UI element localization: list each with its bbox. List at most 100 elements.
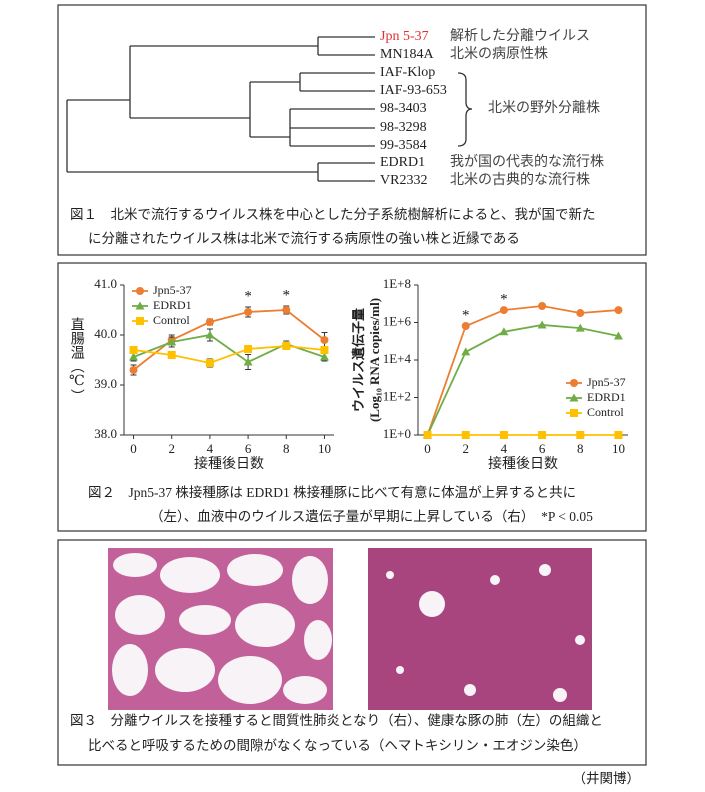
- marker: [538, 301, 547, 310]
- marker: [499, 327, 509, 336]
- series-line: [426, 324, 619, 436]
- y-axis-label: ウイルス遺伝子量: [351, 308, 366, 412]
- y-tick-label: 41.0: [94, 276, 117, 291]
- y-axis-label: (Log₁₀ RNA copies/ml): [367, 298, 382, 422]
- x-tick-label: 2: [168, 441, 175, 456]
- caption: （左）、血液中のウイルス遺伝子量が早期に上昇している（右） *P < 0.05: [150, 509, 593, 524]
- series-line: [426, 305, 619, 436]
- leaf-label: IAF-93-653: [380, 83, 447, 98]
- caption: 図１ 北米で流行するウイルス株を中心とした分子系統樹解析によると、我が国で新た: [70, 207, 596, 222]
- x-tick-label: 4: [501, 441, 508, 456]
- x-tick-label: 10: [612, 441, 625, 456]
- marker: [167, 337, 177, 346]
- annotation: *: [462, 307, 470, 323]
- marker: [129, 346, 138, 354]
- micrograph-healthy: [108, 548, 333, 710]
- y-tick-label: 1E+8: [383, 276, 411, 291]
- annotation: *: [500, 292, 508, 308]
- series-line: [133, 345, 325, 364]
- legend-label: EDRD1: [153, 298, 192, 312]
- caption: に分離されたウイルス株は北米で流行する病原性の強い株と近縁である: [88, 231, 520, 246]
- annotation: *: [244, 288, 252, 304]
- credit: （井関博）: [573, 770, 641, 786]
- marker: [461, 347, 471, 356]
- leaf-label: Jpn 5-37: [380, 29, 429, 44]
- x-tick-label: 6: [539, 441, 546, 456]
- x-tick-label: 0: [130, 441, 137, 456]
- y-axis-label: 直腸温（℃）: [69, 316, 85, 403]
- note: 北米の古典的な流行株: [450, 172, 590, 188]
- marker: [205, 359, 214, 367]
- marker: [570, 379, 578, 387]
- marker: [461, 431, 470, 439]
- marker: [575, 323, 585, 332]
- caption: 図３ 分離ウイルスを接種すると間質性肺炎となり（右）、健康な豚の肺（左）の組織と: [70, 712, 603, 728]
- leaf-label: 99-3584: [380, 138, 427, 153]
- marker: [576, 309, 585, 318]
- marker: [423, 431, 432, 439]
- marker: [129, 366, 138, 374]
- marker: [499, 306, 508, 315]
- marker: [499, 431, 508, 439]
- y-tick-label: 1E+2: [383, 388, 411, 403]
- marker: [614, 431, 623, 439]
- marker: [136, 317, 144, 325]
- micrograph-pneumonia: [368, 548, 592, 710]
- note: 北米の野外分離株: [488, 99, 600, 116]
- marker: [461, 322, 470, 331]
- marker: [205, 318, 214, 326]
- legend-label: Jpn5-37: [153, 283, 192, 297]
- marker: [614, 306, 623, 315]
- leaf-label: IAF-Klop: [380, 65, 435, 80]
- y-tick-label: 40.0: [94, 326, 117, 341]
- marker: [282, 306, 291, 314]
- leaf-label: VR2332: [380, 173, 427, 188]
- marker: [320, 336, 329, 344]
- note: 解析した分離ウイルス: [450, 27, 590, 44]
- legend-label: Control: [587, 405, 624, 419]
- x-tick-label: 0: [424, 441, 431, 456]
- figure3-frame: [57, 539, 647, 766]
- phylogenetic-tree: [66, 36, 375, 182]
- legend-label: Control: [153, 313, 190, 327]
- x-axis-label: 接種後日数: [194, 455, 264, 472]
- marker: [129, 352, 139, 361]
- x-tick-label: 8: [283, 441, 290, 456]
- marker: [167, 351, 176, 359]
- caption: 図２ Jpn5-37 株接種豚は EDRD1 株接種豚に比べて有意に体温が上昇す…: [88, 484, 576, 500]
- x-axis-label: 接種後日数: [488, 455, 558, 472]
- bracket: [457, 72, 473, 147]
- marker: [320, 346, 329, 354]
- caption: 比べると呼吸するための間隙がなくなっている（ヘマトキシリン・エオジン染色）: [88, 737, 587, 753]
- figure2-frame: [57, 262, 647, 532]
- figure1-frame: [57, 4, 647, 256]
- marker: [244, 345, 253, 353]
- leaf-label: MN184A: [380, 47, 435, 62]
- y-tick-label: 39.0: [94, 376, 117, 391]
- leaf-label: EDRD1: [380, 155, 425, 170]
- note: 北米の病原性株: [450, 46, 548, 62]
- marker: [244, 308, 253, 316]
- leaf-label: 98-3403: [380, 101, 427, 116]
- x-tick-label: 6: [245, 441, 252, 456]
- x-tick-label: 2: [462, 441, 469, 456]
- legend-label: Jpn5-37: [587, 375, 626, 389]
- marker: [570, 409, 578, 417]
- x-tick-label: 8: [577, 441, 584, 456]
- annotation: *: [283, 287, 291, 303]
- marker: [282, 342, 291, 350]
- marker: [136, 287, 144, 295]
- y-tick-label: 38.0: [94, 426, 117, 441]
- legend-label: EDRD1: [587, 390, 626, 404]
- marker: [205, 330, 215, 339]
- leaf-label: 98-3298: [380, 120, 427, 135]
- marker: [576, 431, 585, 439]
- marker: [537, 320, 547, 329]
- x-tick-label: 10: [318, 441, 331, 456]
- x-tick-label: 4: [207, 441, 214, 456]
- y-tick-label: 1E+0: [383, 426, 411, 441]
- marker: [538, 431, 547, 439]
- y-tick-label: 1E+6: [383, 313, 412, 328]
